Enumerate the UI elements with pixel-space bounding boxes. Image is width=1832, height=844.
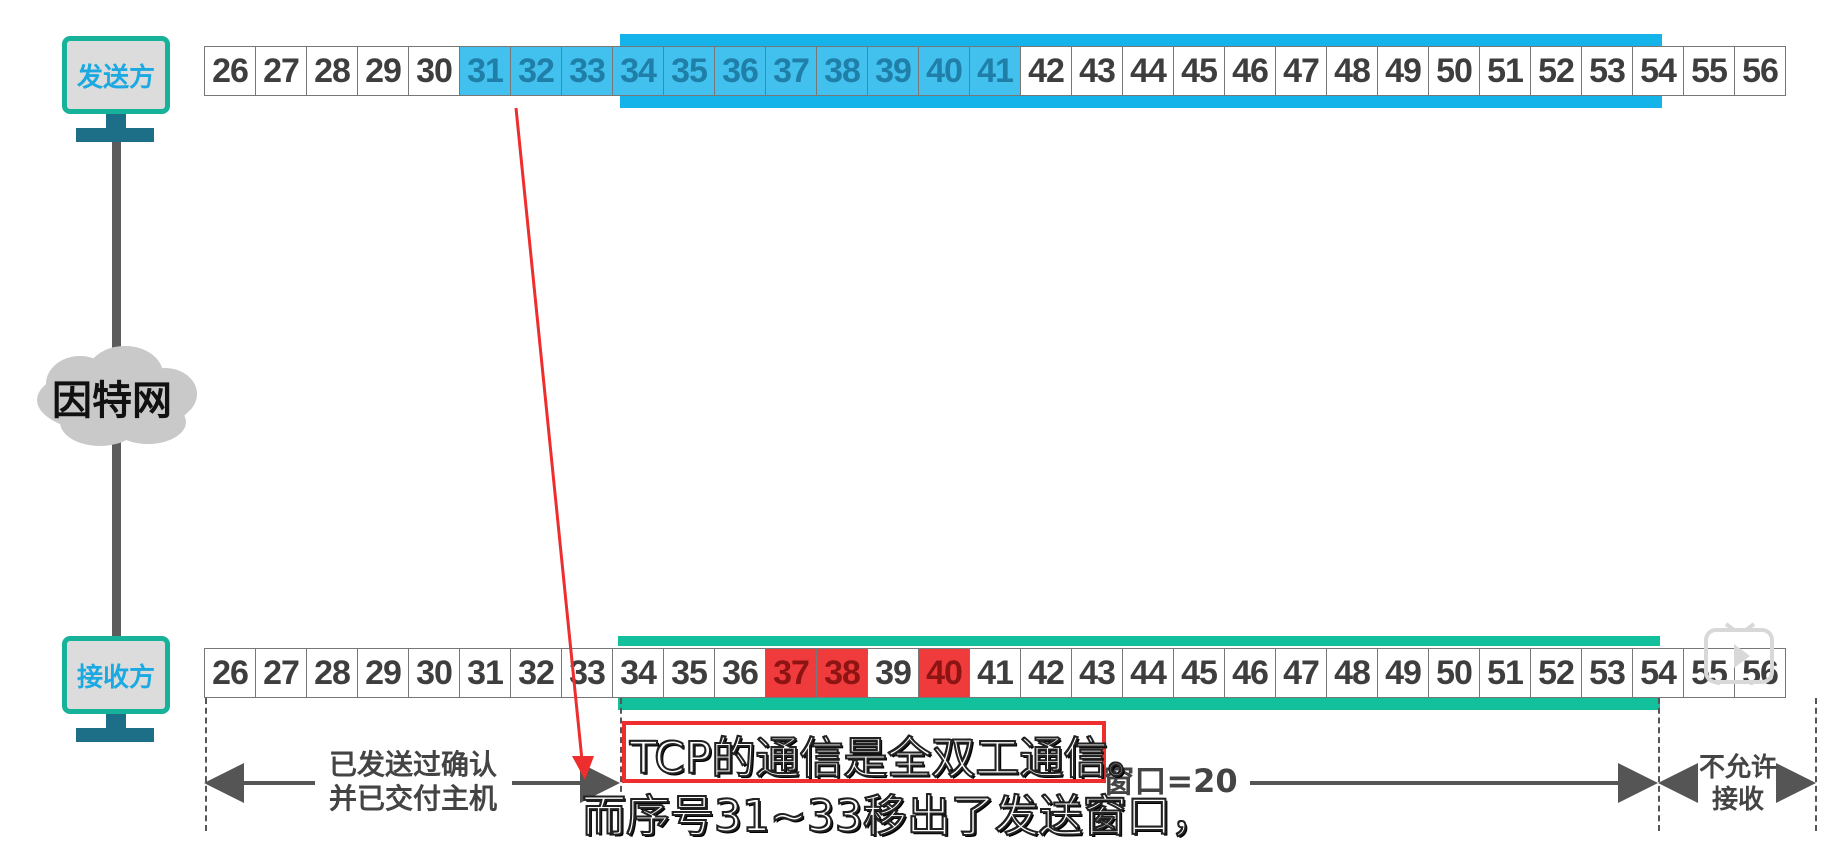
sender-label: 发送方: [67, 41, 165, 109]
receiver-cell-35: 35: [663, 648, 715, 698]
sender-cell-56: 56: [1734, 46, 1786, 96]
subtitle-line1: TCP的通信是全双工通信。: [629, 732, 1153, 785]
receiver-cell-44: 44: [1122, 648, 1174, 698]
receiver-sequence-row: 26 27 28 29 30 31 32 33 34 35 36 37 38 39 40 41 42 43 44 45…: [204, 648, 1786, 698]
sender-cell-30: 30: [408, 46, 460, 96]
sender-cell-29: 29: [357, 46, 409, 96]
sender-cell-33: 33: [561, 46, 613, 96]
dim-right-line2: 接收: [1711, 785, 1764, 815]
sender-cell-36: 36: [714, 46, 766, 96]
dim-left-line2: 并已交付主机: [328, 782, 497, 815]
sender-cell-34: 34: [612, 46, 664, 96]
receiver-cell-41: 41: [969, 648, 1021, 698]
sender-cell-52: 52: [1530, 46, 1582, 96]
sender-cell-31: 31: [459, 46, 511, 96]
receiver-cell-38: 38: [816, 648, 868, 698]
sender-sequence-row: 26 27 28 29 30 31 32 33 34 35 36 37 38 39 40 41 42 43 44 45…: [204, 46, 1786, 96]
receiver-cell-42: 42: [1020, 648, 1072, 698]
receiver-cell-51: 51: [1479, 648, 1531, 698]
receiver-cell-50: 50: [1428, 648, 1480, 698]
caption-highlight-box: [622, 721, 1106, 783]
receiver-cell-52: 52: [1530, 648, 1582, 698]
sender-cell-50: 50: [1428, 46, 1480, 96]
dim-left-line1: 已发送过确认: [328, 748, 497, 781]
receiver-cell-46: 46: [1224, 648, 1276, 698]
sender-cell-38: 38: [816, 46, 868, 96]
receive-window-top-bar: [618, 636, 1660, 646]
receiver-cell-36: 36: [714, 648, 766, 698]
cloud-icon: [37, 346, 197, 446]
sender-cell-27: 27: [255, 46, 307, 96]
sender-cell-42: 42: [1020, 46, 1072, 96]
sender-cell-44: 44: [1122, 46, 1174, 96]
subtitle-line2: 而序号31~33移出了发送窗口，: [581, 790, 1216, 843]
sender-cell-28: 28: [306, 46, 358, 96]
dim-window-start: [620, 698, 622, 831]
sender-cell-32: 32: [510, 46, 562, 96]
sender-cell-40: 40: [918, 46, 970, 96]
sender-cell-55: 55: [1683, 46, 1735, 96]
sender-cell-46: 46: [1224, 46, 1276, 96]
receiver-cell-31: 31: [459, 648, 511, 698]
receiver-cell-48: 48: [1326, 648, 1378, 698]
sender-cell-47: 47: [1275, 46, 1327, 96]
receiver-cell-30: 30: [408, 648, 460, 698]
receiver-cell-56: 56: [1734, 648, 1786, 698]
dim-right-line1: 不允许: [1698, 753, 1777, 783]
sender-cell-54: 54: [1632, 46, 1684, 96]
receiver-label: 接收方: [67, 641, 165, 709]
receiver-cell-47: 47: [1275, 648, 1327, 698]
sender-cell-37: 37: [765, 46, 817, 96]
receiver-cell-27: 27: [255, 648, 307, 698]
dim-left-label: 已发送过确认 并已交付主机: [315, 748, 511, 816]
send-window-top-bar: [620, 34, 1662, 46]
receiver-host-base: [76, 728, 154, 742]
sender-host-icon: 发送方: [62, 36, 170, 114]
sender-cell-39: 39: [867, 46, 919, 96]
send-window-bottom-bar: [620, 96, 1662, 108]
dim-window-label: 窗口=20: [1102, 762, 1238, 800]
receiver-cell-34: 34: [612, 648, 664, 698]
sender-cell-53: 53: [1581, 46, 1633, 96]
sender-cell-48: 48: [1326, 46, 1378, 96]
sender-cell-43: 43: [1071, 46, 1123, 96]
receive-window-bottom-bar: [618, 698, 1660, 710]
dim-right-edge: [1815, 698, 1817, 831]
sender-host-base: [76, 128, 154, 142]
sender-cell-35: 35: [663, 46, 715, 96]
receiver-cell-26: 26: [204, 648, 256, 698]
receiver-host-icon: 接收方: [62, 636, 170, 714]
sender-cell-41: 41: [969, 46, 1021, 96]
network-label: 因特网: [52, 378, 172, 424]
play-watermark-icon: [1704, 622, 1774, 684]
receiver-host-stand: [106, 714, 126, 728]
dim-right-label: 不允许 接收: [1690, 752, 1786, 816]
sender-host-stand: [106, 114, 126, 130]
receiver-cell-45: 45: [1173, 648, 1225, 698]
sender-cell-51: 51: [1479, 46, 1531, 96]
receiver-cell-40: 40: [918, 648, 970, 698]
sender-cell-45: 45: [1173, 46, 1225, 96]
